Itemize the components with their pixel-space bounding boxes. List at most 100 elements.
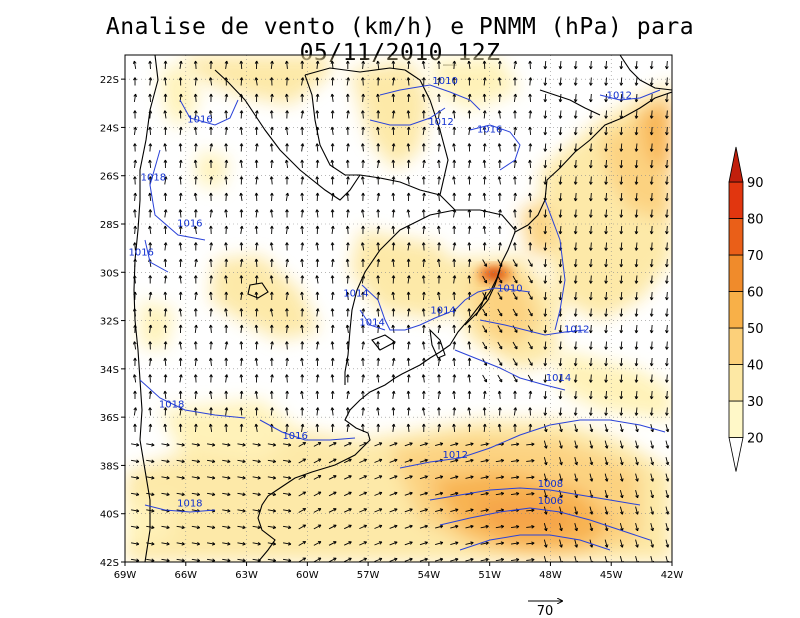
wind-arrow	[575, 258, 577, 268]
wind-arrow	[313, 524, 322, 530]
wind-arrow-head	[528, 192, 531, 196]
wind-arrow	[161, 558, 170, 562]
wind-arrow	[240, 357, 243, 367]
wind-arrow	[328, 491, 337, 497]
isobar-label: 1008	[538, 479, 563, 490]
wind-arrow-head	[406, 209, 409, 213]
wind-arrow-head	[470, 524, 474, 527]
wind-arrow-head	[133, 357, 136, 361]
wind-arrow	[620, 60, 623, 70]
wind-arrow-head	[544, 214, 548, 218]
wind-arrow-head	[651, 379, 654, 383]
wind-arrow	[650, 556, 653, 562]
wind-arrow-head	[242, 508, 246, 512]
wind-arrow	[164, 143, 167, 152]
wind-arrow	[604, 523, 608, 531]
wind-arrow	[422, 374, 425, 383]
wind-arrow	[255, 242, 258, 251]
wind-arrow-head	[531, 508, 535, 511]
wind-arrow	[559, 192, 562, 202]
wind-arrow	[468, 258, 471, 268]
wind-arrow-head	[635, 99, 639, 103]
lon-tick-label: 54W	[418, 570, 441, 581]
wind-arrow-head	[239, 77, 243, 81]
wind-arrow	[377, 275, 379, 284]
wind-arrow	[465, 525, 474, 529]
wind-arrow-head	[544, 99, 548, 103]
wind-arrow	[146, 492, 155, 496]
wind-arrow-head	[361, 324, 364, 328]
wind-arrow-head	[421, 143, 425, 147]
wind-arrow-head	[227, 558, 231, 562]
wind-arrow	[483, 77, 486, 86]
wind-arrow	[313, 442, 322, 447]
wind-arrow-head	[209, 374, 212, 378]
wind-arrow-head	[163, 192, 166, 196]
wind-arrow-head	[288, 558, 292, 562]
wind-arrow	[619, 490, 623, 498]
wind-arrow	[666, 93, 668, 103]
wind-arrow-head	[178, 258, 182, 262]
wind-arrow	[543, 490, 547, 498]
wind-arrow	[407, 374, 410, 383]
wind-arrow	[176, 443, 185, 446]
wind-arrow-head	[163, 374, 167, 378]
wind-arrow-head	[590, 82, 593, 86]
wind-arrow	[559, 374, 562, 383]
wind-arrow	[316, 60, 319, 70]
wind-arrow	[589, 424, 593, 432]
wind-arrow-head	[485, 491, 489, 494]
wind-arrow-head	[242, 459, 246, 463]
wind-arrow-head	[254, 93, 258, 97]
wind-arrow	[650, 523, 654, 531]
wind-arrow-head	[606, 527, 609, 531]
wind-arrow	[575, 374, 577, 383]
wind-arrow	[343, 508, 352, 513]
wind-arrow-head	[224, 126, 228, 130]
wind-arrow	[362, 126, 364, 136]
wind-arrow	[179, 374, 182, 383]
wind-arrow-head	[269, 357, 273, 361]
wind-arrow-head	[531, 557, 535, 560]
wind-arrow	[164, 423, 167, 433]
wind-arrow-head	[576, 494, 578, 498]
colorbar-label: 40	[747, 359, 764, 374]
wind-arrow-head	[193, 242, 197, 246]
wind-arrow	[255, 291, 258, 301]
wind-arrow-head	[148, 324, 152, 328]
lon-tick-label: 60W	[296, 570, 319, 581]
wind-arrow-head	[254, 77, 257, 81]
wind-arrow	[164, 308, 167, 317]
wind-arrow	[316, 143, 319, 152]
colorbar-segment	[728, 400, 744, 438]
wind-arrow	[620, 308, 623, 317]
wind-arrow	[666, 308, 668, 317]
wind-arrow	[362, 176, 364, 185]
wind-arrow	[149, 225, 152, 235]
wind-arrow	[620, 77, 623, 86]
wind-arrow-head	[482, 225, 485, 230]
isobar-label: 1018	[159, 399, 184, 410]
wind-arrow-head	[361, 374, 364, 378]
wind-arrow-head	[315, 374, 319, 378]
wind-arrow	[453, 357, 455, 367]
wind-arrow-head	[620, 412, 624, 416]
wind-arrow	[194, 258, 197, 268]
wind-arrow-head	[194, 423, 197, 427]
wind-arrow-head	[513, 209, 516, 213]
wind-arrow-head	[620, 82, 624, 86]
wind-arrow-head	[439, 458, 443, 461]
wind-arrow	[651, 77, 653, 86]
wind-arrow-head	[590, 214, 593, 218]
wind-arrow-head	[513, 242, 516, 246]
wind-arrow-head	[224, 423, 227, 427]
wind-arrow-head	[209, 60, 212, 64]
wind-arrow-head	[227, 442, 231, 446]
wind-arrow-head	[531, 442, 535, 445]
wind-arrow	[529, 423, 532, 433]
wind-arrow-head	[406, 110, 409, 114]
wind-arrow	[149, 407, 151, 416]
wind-arrow	[498, 390, 501, 400]
wind-arrow	[161, 476, 170, 479]
wind-arrow-head	[437, 275, 440, 279]
